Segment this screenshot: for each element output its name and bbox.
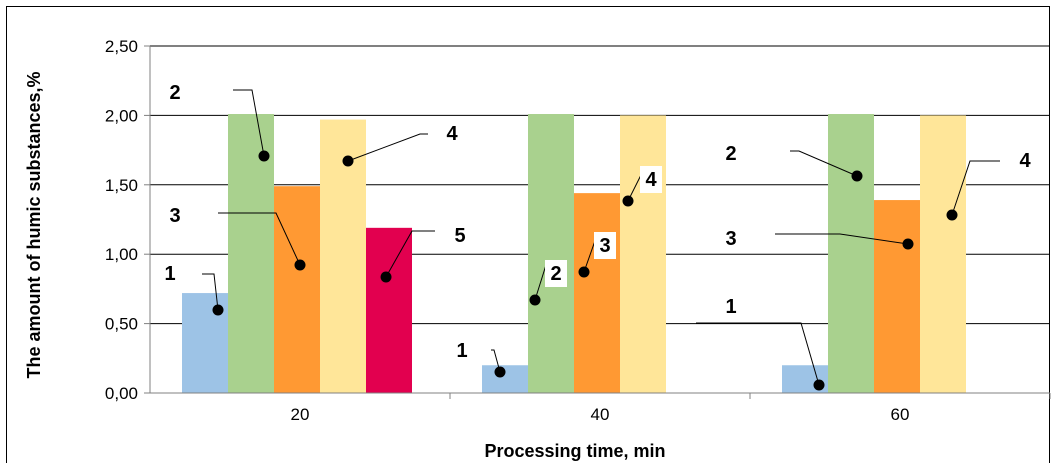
- marker-dot: [258, 150, 270, 162]
- series-1-annotation-40: 1: [456, 340, 506, 378]
- axes: [149, 46, 1050, 394]
- series-label: 1: [725, 296, 736, 318]
- marker-dot: [294, 259, 306, 271]
- leader-line: [385, 230, 435, 278]
- bar-series-1-40: [482, 365, 528, 393]
- series-label: 4: [1019, 150, 1031, 172]
- x-tick-label: 60: [891, 405, 910, 424]
- bar-series-4-60: [920, 115, 966, 394]
- y-tick-label: 2,50: [105, 37, 138, 56]
- marker-dot: [902, 238, 914, 250]
- bar-series-3-20: [274, 186, 320, 393]
- marker-dot: [813, 379, 825, 391]
- series-label: 5: [454, 225, 465, 247]
- series-3-annotation-40: 3: [578, 232, 616, 278]
- series-4-annotation-40: 4: [622, 166, 662, 207]
- series-4-annotation-20: 4: [342, 123, 458, 167]
- bar-series-2-40: [528, 114, 574, 394]
- leader-line: [202, 273, 219, 311]
- marker-dot: [946, 209, 958, 221]
- bar-series-2-60: [828, 114, 874, 394]
- bar-series-4-40: [620, 115, 666, 394]
- bar-series-3-60: [874, 200, 920, 393]
- leader-line: [790, 150, 858, 177]
- series-3-annotation-20: 3: [169, 205, 306, 271]
- marker-dot: [380, 271, 392, 283]
- series-label: 1: [456, 340, 467, 362]
- series-label: 2: [725, 143, 736, 165]
- marker-dot: [342, 155, 354, 167]
- series-2-annotation-40: 2: [529, 260, 567, 306]
- bar-series-3-40: [574, 193, 620, 393]
- marker-dot: [578, 266, 590, 278]
- series-3-annotation-60: 3: [725, 228, 914, 250]
- series-2-annotation-20: 2: [169, 82, 270, 162]
- series-1-annotation-60: 1: [696, 296, 825, 391]
- x-tick-label: 40: [591, 405, 610, 424]
- leader-line: [951, 160, 1000, 216]
- series-5-annotation-20: 5: [380, 225, 466, 283]
- series-label: 2: [550, 263, 561, 285]
- label-background: [640, 166, 662, 193]
- series-label: 3: [169, 205, 180, 227]
- y-tick-label: 2,00: [105, 106, 138, 125]
- leader-line: [534, 264, 547, 301]
- marker-dot: [622, 195, 634, 207]
- leader-line: [775, 233, 909, 245]
- bars: [182, 114, 966, 394]
- series-label: 3: [725, 228, 736, 250]
- y-tick-label: 0,50: [105, 315, 138, 334]
- marker-dot: [212, 304, 224, 316]
- leader-line: [218, 212, 301, 266]
- label-background: [594, 232, 616, 259]
- x-tick-label: 20: [291, 405, 310, 424]
- series-label: 2: [169, 82, 180, 104]
- series-label: 1: [164, 263, 175, 285]
- series-4-annotation-60: 4: [946, 150, 1031, 221]
- bar-series-4-20: [320, 119, 366, 394]
- x-axis-title: Processing time, min: [484, 441, 665, 461]
- leader-line: [347, 133, 428, 162]
- marker-dot: [851, 170, 863, 182]
- series-annotations: 1 2 3 4 5 1 2 3 4 1 2 3 4: [164, 82, 1031, 391]
- series-label: 4: [446, 123, 458, 145]
- label-background: [545, 260, 567, 287]
- marker-dot: [494, 366, 506, 378]
- series-label: 3: [599, 235, 610, 257]
- leader-line: [233, 89, 265, 157]
- leader-line: [491, 349, 501, 373]
- y-axis-title: The amount of humic substances,%: [24, 71, 44, 378]
- y-tick-labels: 0,00 0,50 1,00 1,50 2,00 2,50: [105, 37, 150, 403]
- y-tick-label: 0,00: [105, 384, 138, 403]
- chart-frame: [6, 6, 1050, 463]
- leader-line: [696, 322, 820, 386]
- series-label: 4: [645, 169, 657, 191]
- x-tick-labels: 20 40 60: [291, 393, 1051, 424]
- series-1-annotation-20: 1: [164, 263, 224, 316]
- marker-dot: [529, 294, 541, 306]
- bar-series-5-20: [366, 227, 412, 393]
- y-tick-label: 1,00: [105, 245, 138, 264]
- y-tick-label: 1,50: [105, 176, 138, 195]
- series-2-annotation-60: 2: [725, 143, 863, 182]
